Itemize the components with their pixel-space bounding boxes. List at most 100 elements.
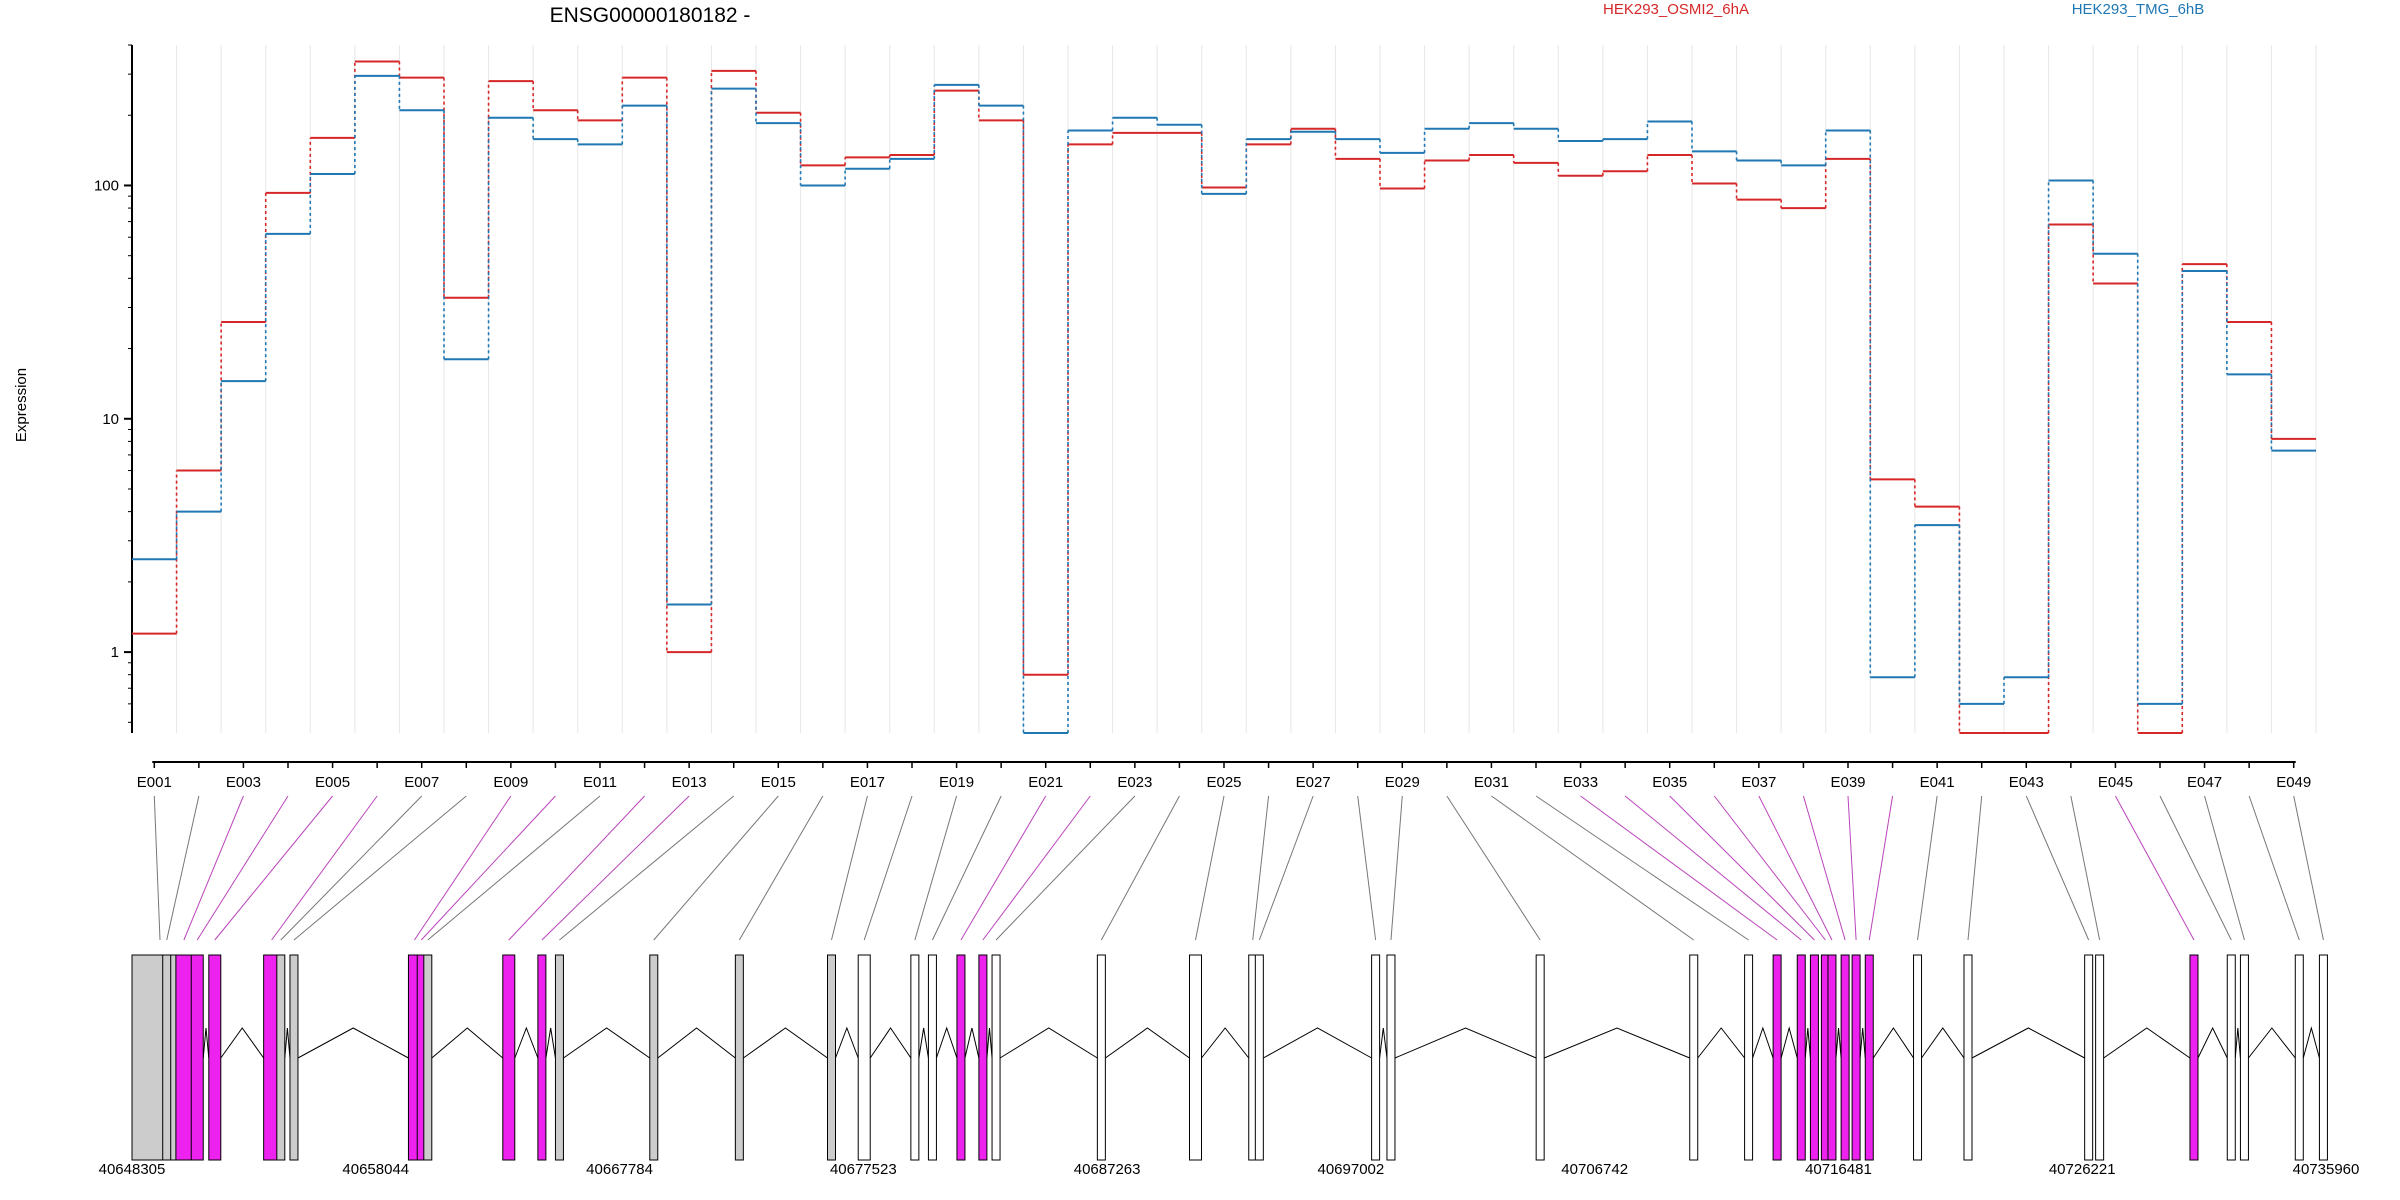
connector bbox=[541, 795, 690, 941]
intron bbox=[1379, 1027, 1388, 1059]
x-tick-label: E045 bbox=[2098, 774, 2133, 791]
intron bbox=[1971, 1027, 2085, 1059]
x-tick-label: E023 bbox=[1117, 774, 1152, 791]
intron bbox=[1697, 1027, 1745, 1059]
x-tick-label: E021 bbox=[1028, 774, 1063, 791]
x-tick-label: E043 bbox=[2009, 774, 2044, 791]
connector bbox=[1195, 795, 1225, 941]
connector bbox=[2114, 795, 2195, 941]
connector bbox=[166, 795, 200, 941]
exon-E011 bbox=[423, 954, 433, 1161]
connector bbox=[960, 795, 1047, 941]
intron bbox=[1859, 1027, 1866, 1059]
coordinate-label: 40726221 bbox=[2049, 1161, 2116, 1178]
connector bbox=[1847, 795, 1857, 941]
intron bbox=[1872, 1027, 1914, 1059]
x-tick-label: E047 bbox=[2187, 774, 2222, 791]
y-tick-label: 100 bbox=[94, 177, 119, 194]
connector bbox=[831, 795, 868, 941]
connector bbox=[982, 795, 1091, 941]
intron bbox=[2103, 1027, 2191, 1059]
exon-E044 bbox=[2095, 954, 2105, 1161]
exon-E033 bbox=[1772, 954, 1782, 1161]
intron bbox=[2248, 1027, 2296, 1059]
exon-E018 bbox=[857, 954, 871, 1161]
connector bbox=[293, 795, 467, 941]
connector bbox=[931, 795, 1002, 941]
exon-E002 bbox=[162, 954, 172, 1161]
exon-E047 bbox=[2239, 954, 2249, 1161]
x-tick-label: E033 bbox=[1563, 774, 1598, 791]
exon-E019 bbox=[910, 954, 920, 1161]
x-tick-label: E035 bbox=[1652, 774, 1687, 791]
intron bbox=[964, 1027, 980, 1059]
exon-E014 bbox=[554, 954, 564, 1161]
intron bbox=[545, 1027, 556, 1059]
connector bbox=[1758, 795, 1833, 941]
series-b bbox=[132, 74, 2316, 734]
connector bbox=[863, 795, 913, 941]
x-tick-label: E009 bbox=[493, 774, 528, 791]
intron bbox=[1921, 1027, 1965, 1059]
connector bbox=[414, 795, 512, 941]
x-tick-label: E031 bbox=[1474, 774, 1509, 791]
exon-E043 bbox=[2084, 954, 2094, 1161]
intron bbox=[1543, 1027, 1690, 1059]
x-tick-label: E039 bbox=[1830, 774, 1865, 791]
genomic-coordinates: 40648305 40658044 40667784 40677523 40687263… bbox=[99, 1161, 2360, 1178]
connector bbox=[280, 795, 423, 941]
exon-E021 bbox=[956, 954, 966, 1161]
grid-lines bbox=[131, 45, 2317, 733]
coordinate-label: 40677523 bbox=[830, 1161, 897, 1178]
coordinate-label: 40648305 bbox=[99, 1161, 166, 1178]
connector bbox=[196, 795, 289, 941]
connector bbox=[2204, 795, 2245, 941]
exon-E007 bbox=[276, 954, 286, 1161]
intron bbox=[563, 1027, 651, 1059]
exon-E023 bbox=[991, 954, 1001, 1161]
exon-E029 bbox=[1386, 954, 1396, 1161]
connector bbox=[2248, 795, 2300, 941]
x-tick-label: E005 bbox=[315, 774, 350, 791]
x-tick-label: E007 bbox=[404, 774, 439, 791]
connector bbox=[153, 795, 161, 941]
x-tick-label: E027 bbox=[1296, 774, 1331, 791]
x-tick-label: E025 bbox=[1206, 774, 1241, 791]
intron bbox=[2302, 1026, 2320, 1059]
series-a bbox=[132, 60, 2316, 734]
exon-E035 bbox=[1809, 954, 1819, 1161]
exon-E040 bbox=[1864, 954, 1874, 1161]
connector bbox=[271, 795, 378, 941]
exon-E027 bbox=[1254, 954, 1264, 1161]
exon-E017 bbox=[826, 954, 836, 1161]
intron bbox=[869, 1027, 912, 1059]
connector bbox=[1580, 795, 1778, 941]
intron bbox=[202, 1027, 210, 1059]
connector bbox=[1357, 795, 1377, 941]
intron bbox=[743, 1027, 828, 1059]
coordinate-label: 40735960 bbox=[2293, 1161, 2360, 1178]
intron bbox=[1201, 1027, 1250, 1059]
connector bbox=[1669, 795, 1815, 941]
connector bbox=[1624, 795, 1802, 941]
coordinate-label: 40687263 bbox=[1074, 1161, 1141, 1178]
intron bbox=[220, 1027, 265, 1059]
x-tick-label: E049 bbox=[2276, 774, 2311, 791]
connector bbox=[420, 795, 556, 941]
exon-E012 bbox=[502, 954, 516, 1161]
connector bbox=[1868, 795, 1894, 941]
connector bbox=[995, 795, 1136, 941]
connector bbox=[1713, 795, 1826, 941]
intron bbox=[514, 1026, 539, 1059]
coordinate-label: 40697002 bbox=[1318, 1161, 1385, 1178]
exon-E046 bbox=[2226, 954, 2236, 1161]
connector bbox=[2070, 795, 2101, 941]
connector bbox=[214, 795, 333, 941]
connector bbox=[427, 795, 601, 941]
intron bbox=[1263, 1027, 1372, 1059]
x-tick-label: E037 bbox=[1741, 774, 1776, 791]
exon-E013 bbox=[537, 954, 547, 1161]
exon-E008 bbox=[289, 954, 299, 1161]
exon-E034 bbox=[1796, 954, 1806, 1161]
